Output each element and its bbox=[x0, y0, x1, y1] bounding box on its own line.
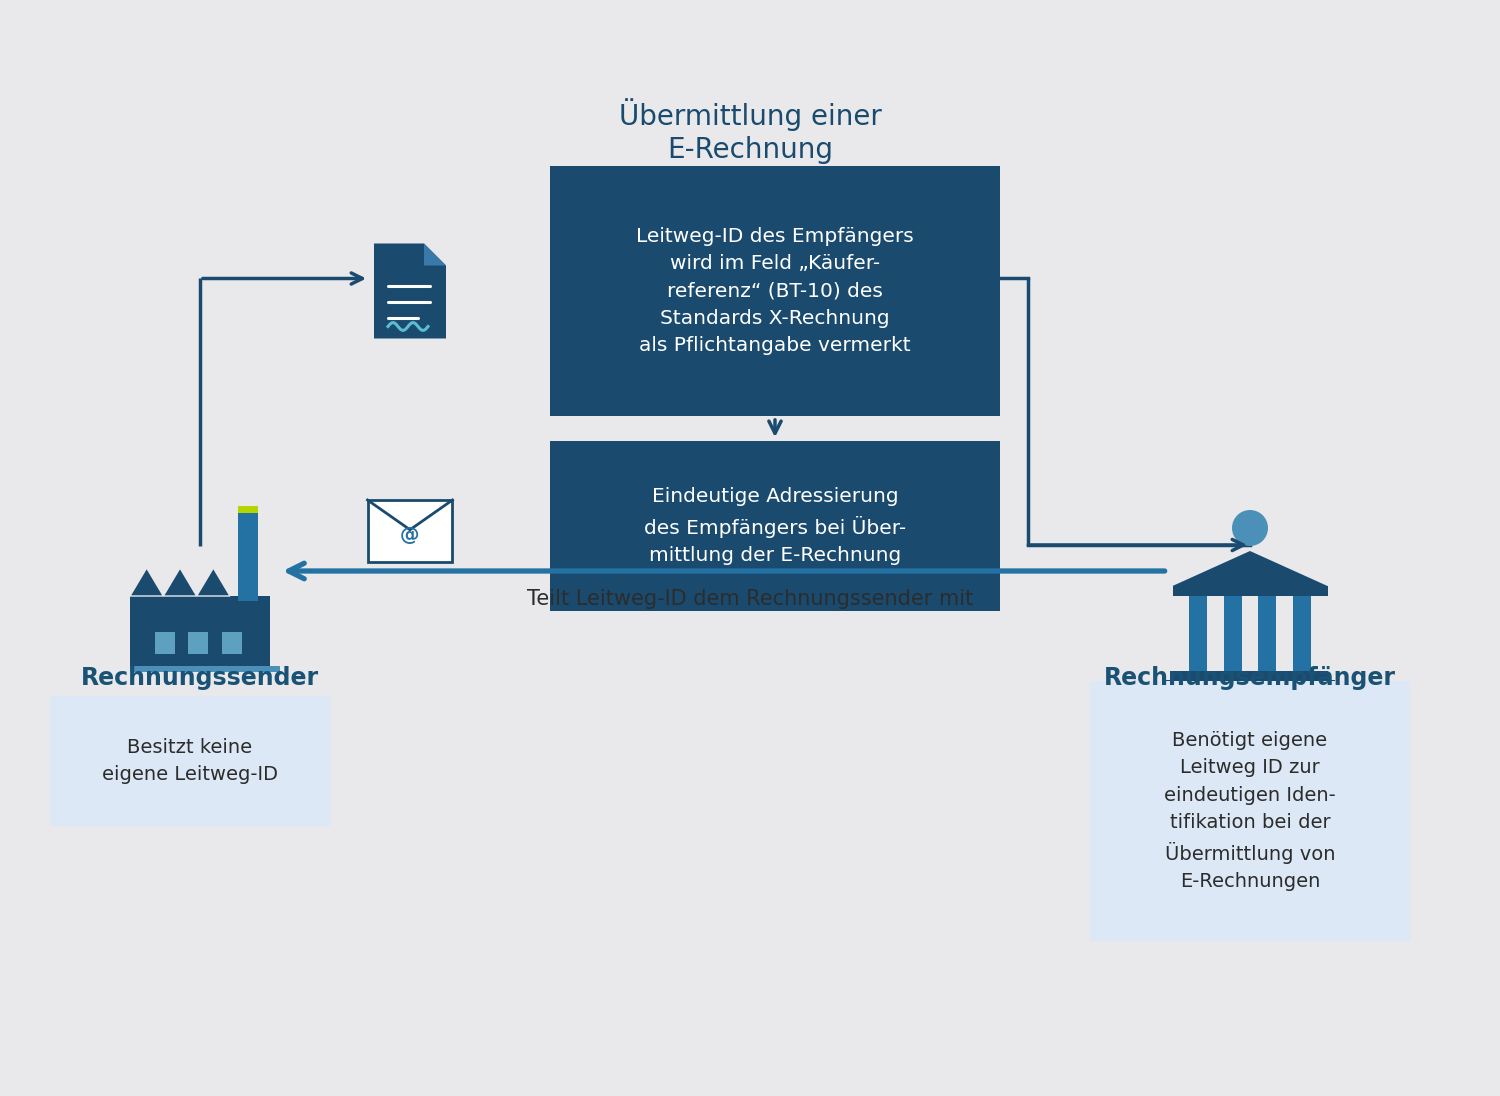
Polygon shape bbox=[196, 568, 230, 596]
Text: Benötigt eigene
Leitweg ID zur
eindeutigen Iden-
tifikation bei der
Übermittlung: Benötigt eigene Leitweg ID zur eindeutig… bbox=[1164, 731, 1336, 891]
Bar bbox=[222, 632, 242, 654]
FancyBboxPatch shape bbox=[368, 500, 453, 562]
Polygon shape bbox=[1173, 551, 1328, 586]
Bar bbox=[1173, 671, 1328, 680]
Bar bbox=[1293, 596, 1311, 671]
Bar bbox=[1158, 689, 1342, 698]
FancyBboxPatch shape bbox=[550, 441, 1000, 610]
Text: Besitzt keine
eigene Leitweg-ID: Besitzt keine eigene Leitweg-ID bbox=[102, 739, 278, 784]
Text: Eindeutige Adressierung
des Empfängers bei Über-
mittlung der E-Rechnung: Eindeutige Adressierung des Empfängers b… bbox=[644, 487, 906, 566]
Bar bbox=[1190, 596, 1208, 671]
Bar bbox=[188, 632, 209, 654]
FancyBboxPatch shape bbox=[1090, 681, 1410, 941]
FancyBboxPatch shape bbox=[550, 165, 1000, 416]
Text: Übermittlung einer
E-Rechnung: Übermittlung einer E-Rechnung bbox=[618, 99, 882, 163]
Text: Rechnungssender: Rechnungssender bbox=[81, 666, 320, 690]
Bar bbox=[238, 506, 258, 601]
Polygon shape bbox=[130, 568, 164, 596]
Text: @: @ bbox=[400, 525, 420, 545]
Polygon shape bbox=[374, 243, 446, 339]
Polygon shape bbox=[424, 243, 445, 265]
Bar bbox=[130, 596, 270, 666]
Circle shape bbox=[1232, 510, 1268, 546]
Bar bbox=[1173, 586, 1328, 596]
Text: Rechnungsempfänger: Rechnungsempfänger bbox=[1104, 666, 1396, 690]
Text: Teilt Leitweg-ID dem Rechnungssender mit: Teilt Leitweg-ID dem Rechnungssender mit bbox=[526, 589, 974, 609]
Bar bbox=[238, 506, 258, 513]
Bar bbox=[1258, 596, 1276, 671]
FancyBboxPatch shape bbox=[50, 696, 330, 826]
Bar bbox=[1166, 680, 1335, 689]
Bar bbox=[154, 632, 176, 654]
Bar bbox=[1224, 596, 1242, 671]
Bar bbox=[130, 666, 280, 672]
Text: Leitweg-ID des Empfängers
wird im Feld „Käufer-
referenz“ (BT-10) des
Standards : Leitweg-ID des Empfängers wird im Feld „… bbox=[636, 227, 914, 355]
Polygon shape bbox=[164, 568, 196, 596]
